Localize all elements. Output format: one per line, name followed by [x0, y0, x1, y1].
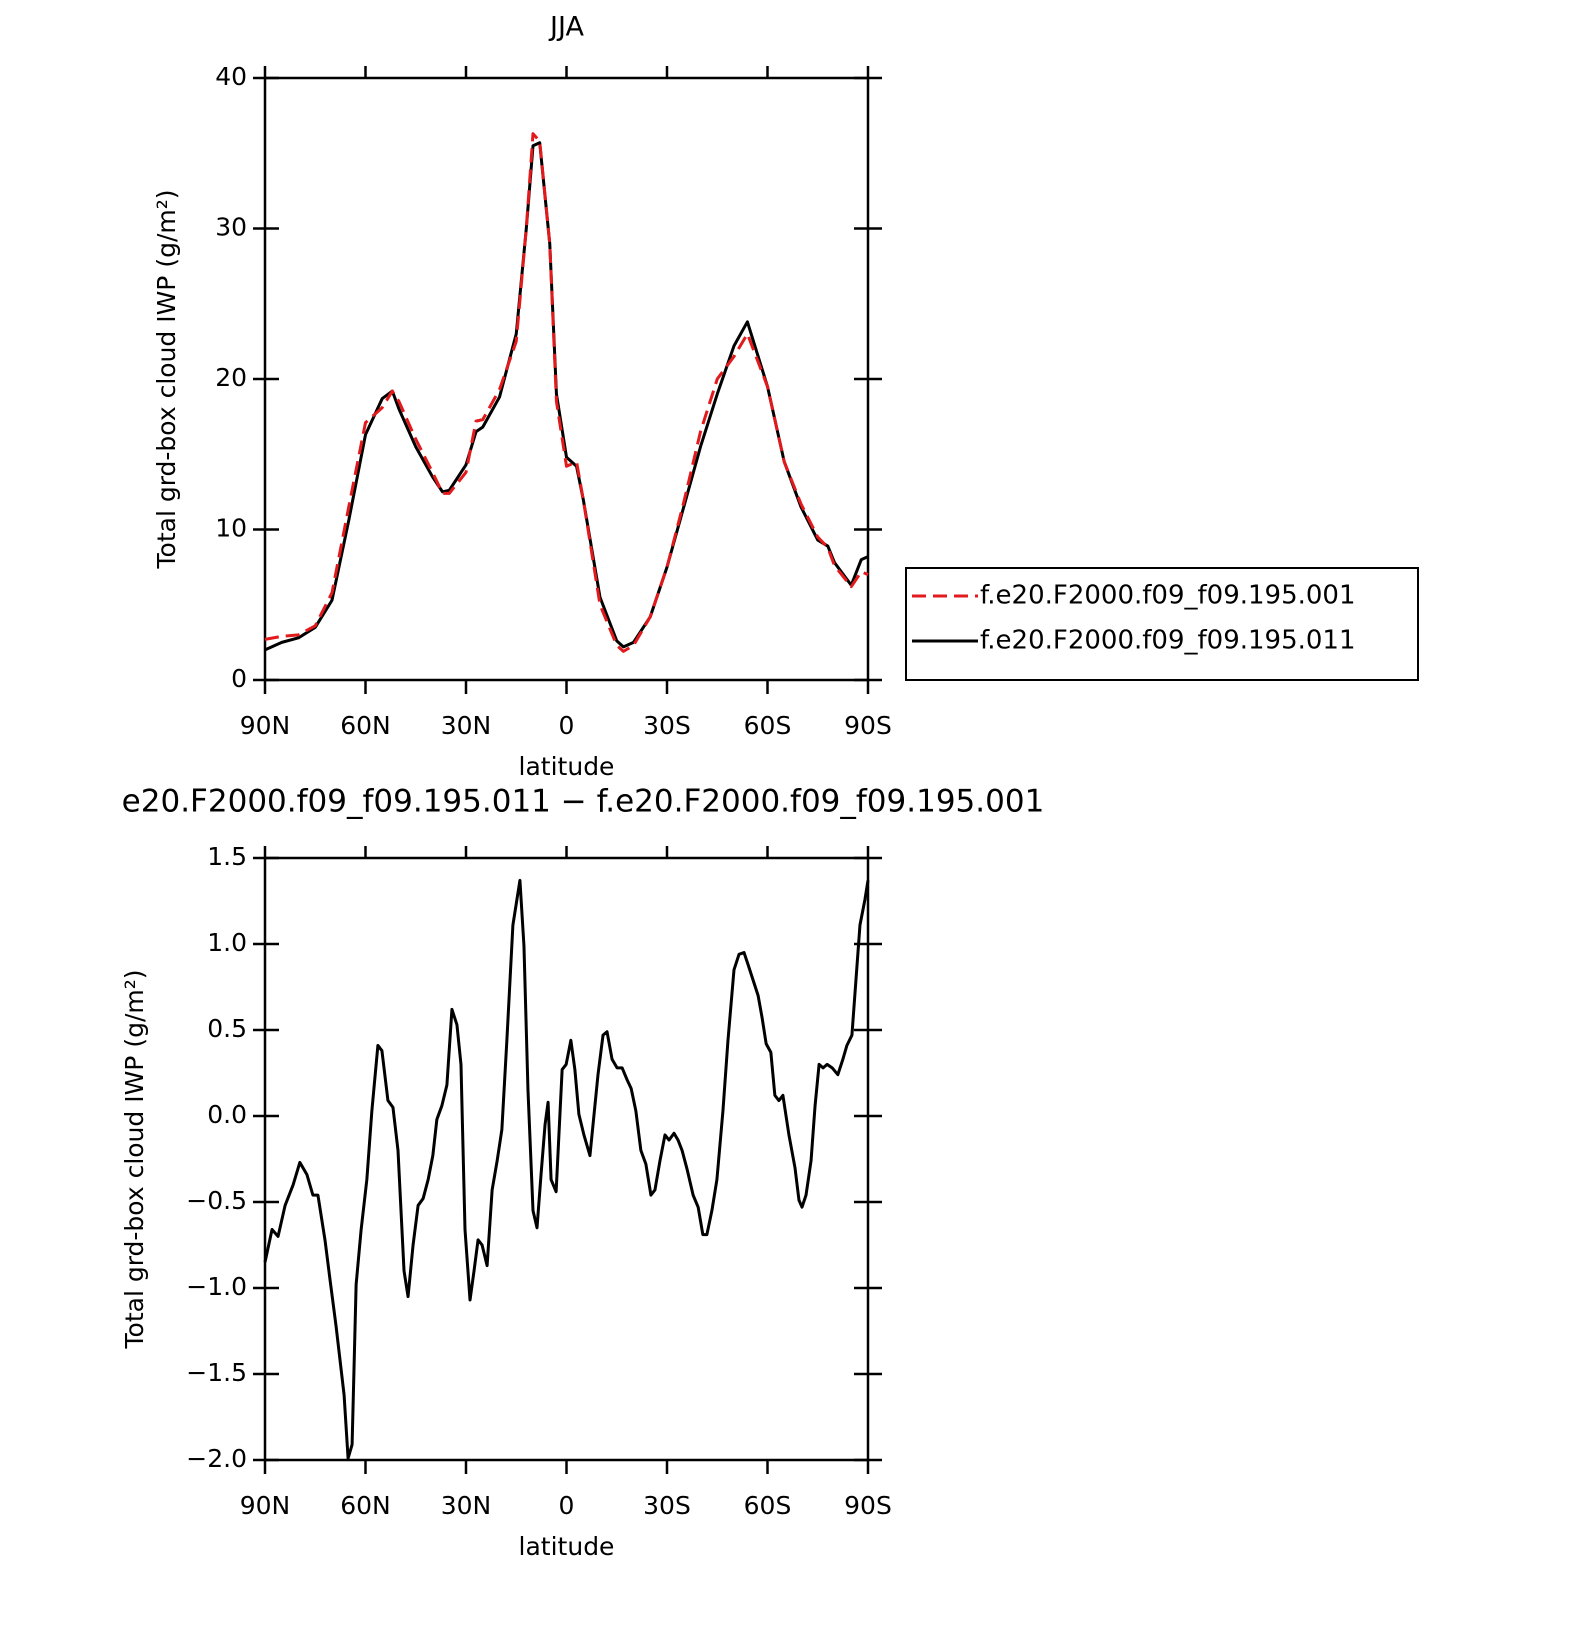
x-tick-label: 60N: [340, 711, 391, 740]
y-tick-label: 1.5: [207, 842, 247, 871]
y-tick-label: 0.5: [207, 1014, 247, 1043]
y-tick-label: −1.0: [186, 1272, 247, 1301]
x-tick-label: 30N: [441, 1491, 492, 1520]
x-tick-label: 90S: [844, 1491, 892, 1520]
y-tick-label: 20: [215, 363, 247, 392]
x-axis-label: latitude: [519, 1532, 615, 1561]
y-tick-label: −1.5: [186, 1358, 247, 1387]
y-axis-label: Total grd-box cloud IWP (g/m²): [152, 189, 181, 569]
y-tick-label: 40: [215, 62, 247, 91]
y-tick-label: 0.0: [207, 1100, 247, 1129]
y-tick-label: 30: [215, 213, 247, 242]
y-axis-label: Total grd-box cloud IWP (g/m²): [120, 969, 149, 1349]
plot-frame: [263, 76, 870, 682]
x-tick-label: 60S: [744, 711, 792, 740]
data-line: [264, 132, 869, 653]
chart-title: JJA: [548, 12, 584, 43]
data-line: [263, 878, 870, 1460]
x-tick-label: 90S: [844, 711, 892, 740]
x-tick-label: 30S: [643, 711, 691, 740]
y-tick-label: 10: [215, 514, 247, 543]
x-tick-label: 30N: [441, 711, 492, 740]
x-tick-label: 30S: [643, 1491, 691, 1520]
y-tick-label: −0.5: [186, 1186, 247, 1215]
x-axis-label: latitude: [519, 752, 615, 781]
x-tick-label: 90N: [240, 711, 291, 740]
x-tick-label: 60N: [340, 1491, 391, 1520]
y-tick-label: 1.0: [207, 928, 247, 957]
y-tick-label: −2.0: [186, 1444, 247, 1473]
plot-frame: [263, 856, 870, 1462]
x-tick-label: 0: [559, 1491, 575, 1520]
legend-box: [905, 567, 1419, 681]
chart-title: e20.F2000.f09_f09.195.011 − f.e20.F2000.…: [122, 784, 1045, 820]
legend-label: f.e20.F2000.f09_f09.195.011: [980, 626, 1356, 656]
legend-label: f.e20.F2000.f09_f09.195.001: [980, 581, 1356, 611]
x-tick-label: 60S: [744, 1491, 792, 1520]
x-tick-label: 0: [559, 711, 575, 740]
y-tick-label: 0: [231, 664, 247, 693]
x-tick-label: 90N: [240, 1491, 291, 1520]
data-line: [264, 141, 869, 652]
